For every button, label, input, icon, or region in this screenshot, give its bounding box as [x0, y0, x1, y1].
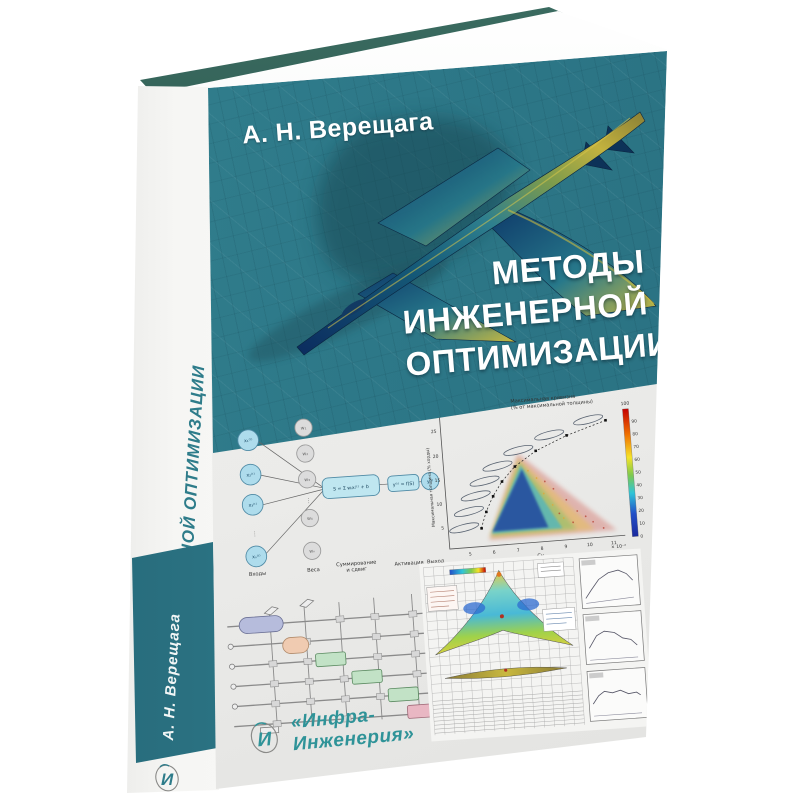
- cb-tick: 0: [640, 533, 643, 539]
- task-node-1: [315, 651, 347, 668]
- cb-tick: 20: [638, 508, 644, 514]
- x-scale-note: × 10⁻²: [611, 543, 627, 550]
- weight-label: wₙ: [309, 549, 315, 554]
- activation-block: y⁽ᵗ⁾ = f(S): [387, 474, 420, 492]
- pareto-scatter-chart: 25 20 15 10 5 5 6 7 8 9 10 11 Cy × 10⁻² …: [425, 394, 646, 559]
- cb-tick: 40: [636, 482, 642, 488]
- sum-formula: S = Σ wᵢxᵢ⁽ᵗ⁾ + b: [333, 484, 369, 492]
- aircraft-highlights: [327, 117, 655, 329]
- process-flowchart: [227, 593, 435, 735]
- weight-label: w₃: [304, 478, 310, 483]
- publisher-logo-icon: И: [155, 764, 179, 792]
- mini-line-charts: [578, 554, 649, 722]
- output-neuron: y⁽ᵗ⁾: [421, 472, 440, 491]
- task-node-3: [387, 686, 420, 703]
- label-activation: Активация: [394, 560, 424, 568]
- mini-chart-1: [578, 554, 641, 610]
- input-label: x₃⁽ᵗ⁾: [248, 502, 257, 509]
- flow-terminals: [227, 598, 315, 735]
- weight-label: w₂: [302, 452, 308, 457]
- label-sum2: и сдвиг: [346, 566, 367, 573]
- label-inputs: Входы: [249, 571, 267, 578]
- x-tick: 5: [469, 551, 472, 557]
- x-tick-labels: 5 6 7 8 9 10 11: [469, 540, 617, 558]
- x-tick: 10: [587, 542, 593, 548]
- neuron-model-diagram: x₁⁽ᵗ⁾ x₂⁽ᵗ⁾ x₃⁽ᵗ⁾ xₙ⁽ᵗ⁾ ⋮ w₁ w₂ w₃ w₄ wₙ…: [237, 418, 445, 578]
- wing-side-view: [445, 666, 567, 679]
- wing-analysis-panel: [419, 548, 653, 742]
- colorbar-max: 100: [620, 401, 629, 408]
- input-label: x₁⁽ᵗ⁾: [244, 438, 253, 445]
- label-sum: Суммирование: [336, 560, 377, 569]
- panel-legend-boxes: [426, 561, 577, 632]
- input-label: x₂⁽ᵗ⁾: [246, 472, 255, 479]
- publisher-logo-letter: И: [256, 728, 273, 751]
- y-tick: 25: [431, 429, 437, 435]
- publisher-block: И «Инфра-Инженерия»: [244, 696, 477, 761]
- cb-tick: 10: [639, 520, 645, 526]
- y-tick: 15: [434, 478, 440, 484]
- y-tick: 10: [436, 502, 442, 508]
- mini-chart-2: [582, 610, 645, 665]
- weight-label: w₁: [301, 426, 307, 431]
- airfoil-profiles: [449, 414, 604, 534]
- supersonic-aircraft-render: [248, 111, 657, 362]
- y-tick: 20: [433, 454, 439, 460]
- vertical-dots: ⋮: [305, 497, 312, 504]
- colorbar: 100 90 80 70 60 50 40 30 20 10 0: [620, 401, 645, 540]
- cb-tick: 50: [635, 469, 641, 475]
- task-node-2: [351, 669, 383, 685]
- x-tick: 6: [493, 549, 496, 555]
- label-output: Выход: [427, 558, 445, 565]
- weight-label: w₄: [307, 517, 313, 522]
- flow-stage-nodes: [238, 615, 435, 719]
- cb-tick: 80: [632, 431, 638, 437]
- stage-node-phase: [282, 636, 310, 654]
- pareto-front: [480, 418, 607, 530]
- point-cloud: [489, 453, 617, 540]
- wing-planform-contour: [435, 569, 574, 656]
- cb-tick: 60: [634, 457, 640, 463]
- weight-neurons: w₁ w₂ w₃ w₄ wₙ ⋮: [294, 418, 322, 560]
- label-weights: Веса: [307, 567, 320, 574]
- x-tick: 11: [611, 540, 617, 546]
- stage-node-start: [238, 615, 284, 634]
- cb-tick: 30: [637, 495, 643, 501]
- column-labels: Входы Веса Суммирование и сдвиг Активаци…: [249, 558, 445, 578]
- chart-title-line1: Максимальная кривизна: [510, 394, 575, 405]
- mini-chart-3: [586, 667, 649, 722]
- output-label: y⁽ᵗ⁾: [427, 479, 434, 485]
- x-tick: 8: [540, 546, 543, 552]
- activation-formula: y⁽ᵗ⁾ = f(S): [393, 481, 415, 488]
- cb-tick: 70: [633, 444, 639, 450]
- y-tick: 5: [441, 525, 444, 531]
- axes: [439, 417, 626, 550]
- publisher-logo-icon: И: [250, 722, 278, 754]
- vertical-dots: ⋮: [251, 531, 258, 538]
- spine-logo-letter: И: [161, 770, 174, 789]
- input-label: xₙ⁽ᵗ⁾: [252, 554, 261, 561]
- cb-tick: 90: [631, 418, 637, 424]
- x-tick: 7: [517, 548, 520, 554]
- input-neurons: x₁⁽ᵗ⁾ x₂⁽ᵗ⁾ x₃⁽ᵗ⁾ xₙ⁽ᵗ⁾ ⋮: [237, 429, 268, 568]
- x-tick: 9: [564, 544, 567, 550]
- y-tick-labels: 25 20 15 10 5: [431, 429, 445, 532]
- summation-block: S = Σ wᵢxᵢ⁽ᵗ⁾ + b: [321, 474, 381, 499]
